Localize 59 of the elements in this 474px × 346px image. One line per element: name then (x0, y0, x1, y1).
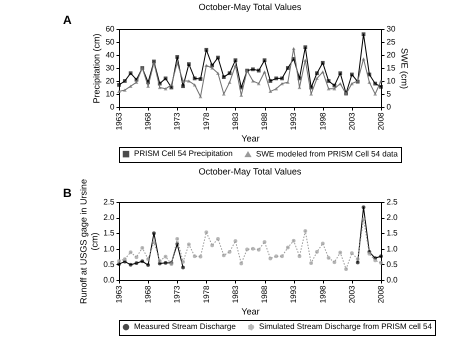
y2-tick-label: 10 (386, 76, 396, 86)
y-tick-label: 0 (110, 102, 116, 112)
x-axis-title: Year (241, 306, 260, 316)
x-tick-label: 1993 (289, 284, 298, 304)
x-tick-label: 1978 (202, 284, 211, 304)
x-tick-label: 1963 (114, 112, 124, 130)
x-tick-label: 1968 (144, 284, 153, 304)
x-tick-label: 2008 (376, 112, 386, 130)
y2-tick-label: 25 (386, 38, 396, 46)
y2-tick-label: 1.0 (386, 244, 398, 254)
legend-label: PRISM Cell 54 Precipitation (134, 149, 233, 158)
x-tick-label: 1978 (202, 112, 211, 130)
y-tick-label: 2.5 (103, 198, 116, 206)
x-tick-label: 1973 (172, 112, 182, 130)
x-tick-label: 2003 (347, 112, 356, 130)
y-tick-label: 10 (106, 90, 116, 98)
chart-title: October-May Total Values (198, 2, 302, 12)
y-axis-title: Precipitation (cm) (92, 33, 102, 104)
legend-label: Simulated Stream Discharge from PRISM cell 54 (259, 322, 432, 332)
y2-tick-label: 20 (386, 50, 396, 60)
x-tick-label: 1993 (289, 112, 298, 130)
x-tick-label: 1963 (114, 284, 124, 304)
y-tick-label: 1.5 (103, 228, 116, 238)
chart-title: October-May Total Values (198, 166, 302, 177)
x-tick-label: 1998 (318, 112, 328, 130)
x-tick-label: 2008 (376, 284, 386, 304)
y-tick-label: 2.0 (103, 213, 116, 222)
y2-tick-label: 5 (386, 90, 392, 98)
y-tick-label: 30 (106, 64, 116, 72)
x-tick-label: 1983 (230, 284, 240, 304)
x-tick-label: 1968 (144, 112, 153, 130)
y-tick-label: 0.5 (103, 260, 116, 269)
x-tick-label: 1998 (318, 284, 328, 304)
legend-label: Measured Stream Discharge (134, 322, 236, 332)
text: B (63, 186, 72, 200)
y2-tick-label: 2.5 (386, 198, 398, 206)
y2-tick-label: 15 (386, 64, 396, 72)
x-tick-label: 1973 (172, 284, 182, 304)
y-tick-label: 50 (106, 38, 116, 46)
y2-tick-label: 0.0 (386, 276, 398, 284)
y-tick-label: 0.0 (103, 276, 116, 284)
text: A (63, 13, 72, 27)
x-tick-label: 1983 (230, 112, 240, 130)
y-tick-label: 40 (106, 50, 116, 60)
y-tick-label: 20 (106, 76, 116, 86)
legend-label: SWE modeled from PRISM Cell 54 data (256, 149, 398, 158)
y2-tick-label: 0.5 (386, 260, 398, 269)
y-axis-title: Runoff at USGS gage in Ursine (cm) (78, 179, 100, 304)
y2-tick-label: 1.5 (386, 228, 398, 238)
y-tick-label: 60 (106, 24, 116, 34)
x-tick-label: 1988 (260, 112, 270, 130)
x-tick-label: 1988 (260, 284, 270, 304)
y-tick-label: 1.0 (103, 244, 116, 254)
y2-tick-label: 2.0 (386, 213, 398, 222)
y2-tick-label: 30 (386, 24, 396, 34)
x-tick-label: 2003 (347, 284, 356, 304)
y2-tick-label: 0 (386, 102, 392, 112)
x-axis-title: Year (241, 133, 260, 144)
y2-axis-title: SWE (cm) (399, 48, 410, 89)
